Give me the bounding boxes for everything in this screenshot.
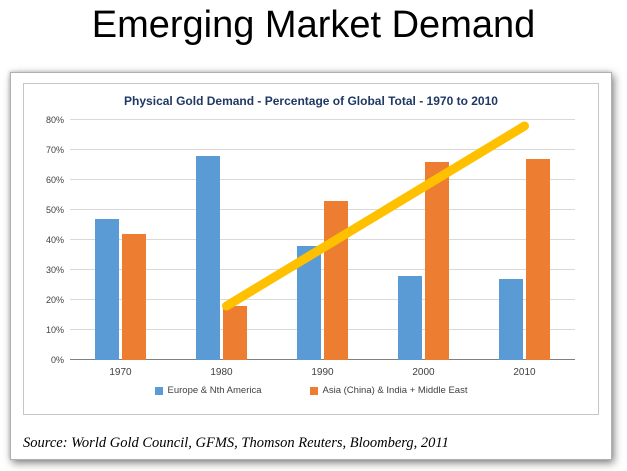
gridline-50 bbox=[70, 209, 575, 210]
chart-legend: Europe & Nth America Asia (China) & India… bbox=[24, 385, 598, 396]
bar-europe-nth-america-2000 bbox=[398, 276, 422, 360]
gridline-60 bbox=[70, 179, 575, 180]
bar-europe-nth-america-1970 bbox=[95, 219, 119, 360]
bar-asia-china-india-middle-east-1970 bbox=[122, 234, 146, 360]
legend-swatch-europe-nth-america bbox=[154, 386, 163, 395]
bar-asia-china-india-middle-east-1990 bbox=[324, 201, 348, 360]
y-tick-60: 60% bbox=[45, 175, 64, 185]
y-tick-50: 50% bbox=[45, 205, 64, 215]
gridline-10 bbox=[70, 329, 575, 330]
bar-asia-china-india-middle-east-2000 bbox=[425, 162, 449, 360]
bar-asia-china-india-middle-east-2010 bbox=[526, 159, 550, 360]
y-tick-30: 30% bbox=[45, 265, 64, 275]
y-tick-10: 10% bbox=[45, 325, 64, 335]
chart-title: Physical Gold Demand - Percentage of Glo… bbox=[124, 94, 498, 108]
x-tick-1970: 1970 bbox=[109, 367, 132, 378]
bar-asia-china-india-middle-east-1980 bbox=[223, 306, 247, 360]
x-tick-1990: 1990 bbox=[311, 367, 334, 378]
source-text: Source: World Gold Council, GFMS, Thomso… bbox=[23, 435, 449, 451]
chart-frame: Physical Gold Demand - Percentage of Glo… bbox=[10, 72, 612, 460]
x-tick-1980: 1980 bbox=[210, 367, 233, 378]
legend-item-asia-china-india-middle-east: Asia (China) & India + Middle East bbox=[309, 385, 468, 396]
gridline-80 bbox=[70, 119, 575, 120]
gridline-70 bbox=[70, 149, 575, 150]
y-tick-80: 80% bbox=[45, 115, 64, 125]
x-tick-2000: 2000 bbox=[412, 367, 435, 378]
gridline-0 bbox=[70, 359, 575, 360]
legend-swatch-asia-china-india-middle-east bbox=[309, 386, 318, 395]
legend-item-europe-nth-america: Europe & Nth America bbox=[154, 385, 262, 396]
y-tick-70: 70% bbox=[45, 145, 64, 155]
legend-label-asia-china-india-middle-east: Asia (China) & India + Middle East bbox=[322, 385, 468, 396]
x-tick-2010: 2010 bbox=[513, 367, 536, 378]
plot-area: 0% 10% 20% 30% 40% 50% 60% 70% 80% 1970 1980 1990 20… bbox=[46, 115, 575, 378]
y-tick-0: 0% bbox=[50, 355, 64, 365]
slide: Emerging Market Demand Physical Gold Dem… bbox=[0, 4, 627, 460]
y-tick-40: 40% bbox=[45, 235, 64, 245]
bar-europe-nth-america-1980 bbox=[196, 156, 220, 360]
y-tick-20: 20% bbox=[45, 295, 64, 305]
legend-label-europe-nth-america: Europe & Nth America bbox=[167, 385, 262, 396]
bar-europe-nth-america-2010 bbox=[499, 279, 523, 360]
page-title: Emerging Market Demand bbox=[91, 4, 536, 46]
bar-europe-nth-america-1990 bbox=[297, 246, 321, 360]
chart-area: Physical Gold Demand - Percentage of Glo… bbox=[23, 83, 599, 415]
